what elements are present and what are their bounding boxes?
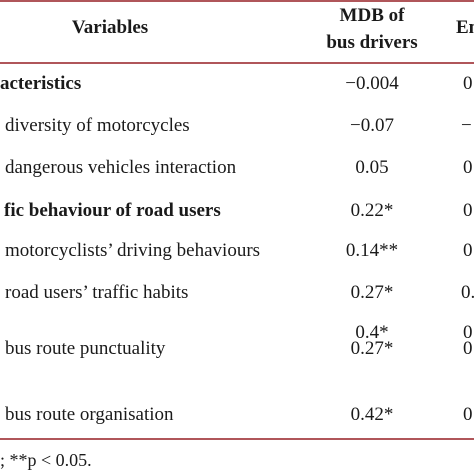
header-mdb-line2: bus drivers [326,32,418,53]
top-rule [0,0,474,2]
footnote: ; **p < 0.05. [0,450,92,470]
row-label-road-users-habits: road users’ traffic habits [5,282,189,303]
row-mdb-value: −0.004 [345,73,399,94]
row-mdb-value: −0.07 [350,115,394,136]
row-label-bus-route-punctuality: bus route punctuality [5,338,166,359]
row-mdb-value: 0.4* [355,322,389,343]
row-label-dangerous-vehicles: dangerous vehicles interaction [5,157,237,178]
row-partial-value: − [461,115,472,136]
row-partial-value: 0 [463,404,473,425]
row-mdb-value: 0.42* [350,404,394,425]
row-label-characteristics: acteristics [0,73,82,94]
row-mdb-value: 0.05 [355,157,389,178]
row-label-traffic-behaviour: fic behaviour of road users [4,200,221,221]
row-label-motorcyclists-behaviours: motorcyclists’ driving behaviours [5,240,261,261]
header-variables: Variables [71,17,149,38]
row-mdb-value: 0.22* [350,200,394,221]
row-label-diversity-motorcycles: diversity of motorcycles [5,115,190,136]
row-partial-value: 0 [463,157,473,178]
row-partial-value: 0 [463,200,473,221]
bottom-rule [0,438,474,440]
row-label-bus-route-organisation: bus route organisation [5,404,174,425]
row-partial-value: 0 [463,240,473,261]
header-partial-column: En [456,17,474,38]
row-mdb-value: 0.27* [350,338,394,359]
row-partial-value: 0 [463,322,473,343]
row-partial-value: 0. [461,282,474,303]
header-rule [0,62,474,64]
row-partial-value: 0 [463,73,473,94]
header-mdb-line1: MDB of [339,5,405,26]
row-partial-value: 0 [463,338,473,359]
row-mdb-value: 0.27* [350,282,394,303]
row-mdb-value: 0.14** [345,240,399,261]
